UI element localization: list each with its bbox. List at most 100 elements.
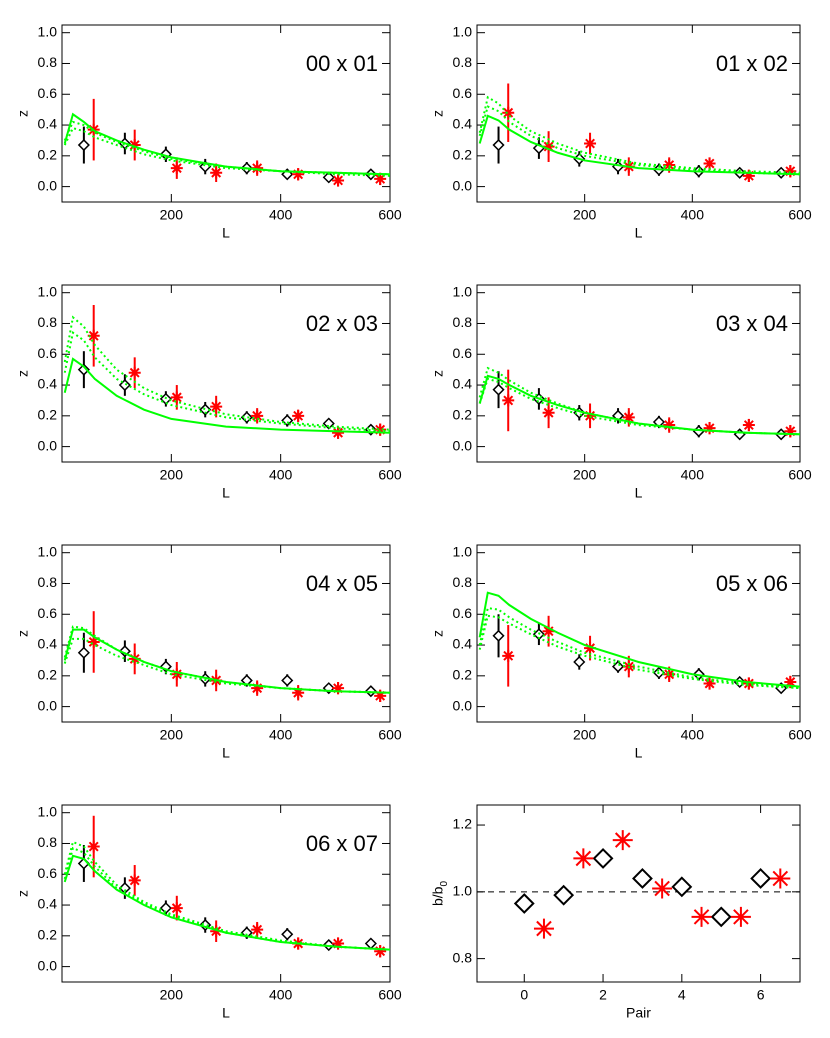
- asterisk-marker: [170, 162, 183, 175]
- diamond-marker: [611, 660, 625, 673]
- y-tick-label: 0.6: [38, 345, 58, 361]
- y-tick-label: 0.2: [38, 147, 58, 163]
- model-line: [63, 315, 391, 431]
- asterisk-marker: [332, 174, 345, 187]
- asterisk-marker: [128, 366, 141, 379]
- plot-frame: [61, 284, 391, 463]
- asterisk-marker: [87, 635, 100, 648]
- x-axis-label: L: [222, 485, 230, 501]
- model-line: [63, 628, 391, 694]
- asterisk-marker: [784, 165, 797, 178]
- model-line: [478, 591, 801, 688]
- x-axis-label: L: [222, 745, 230, 761]
- y-tick-label: 0.2: [38, 407, 58, 423]
- y-tick-label: 0.8: [453, 54, 473, 70]
- model-line: [478, 377, 801, 436]
- x-axis-label: L: [635, 745, 643, 761]
- x-tick-label: 600: [788, 467, 812, 483]
- panel-title: 04 x 05: [306, 571, 378, 596]
- x-tick-label: 200: [160, 207, 184, 223]
- asterisk-marker: [210, 400, 223, 413]
- x-tick-label: 400: [269, 467, 293, 483]
- model-line: [478, 606, 801, 690]
- asterisk-marker: [374, 172, 387, 185]
- y-tick-label: 1.0: [38, 283, 58, 299]
- y-tick-label: 0.6: [38, 605, 58, 621]
- asterisk-marker: [663, 159, 676, 172]
- diamond-marker: [159, 902, 172, 915]
- asterisk-marker: [210, 925, 223, 938]
- asterisk-marker: [742, 169, 755, 182]
- plot-frame: [476, 284, 801, 463]
- x-axis-label: L: [635, 225, 643, 241]
- panel: 200 400 600 0.0 0.2 0.4 0.6 0.8 1.0 Lz 01 x 02: [430, 23, 812, 240]
- diamond-marker: [199, 403, 212, 416]
- asterisk-marker: [251, 162, 264, 175]
- y-tick-label: 0.8: [453, 314, 473, 330]
- y-axis-label: z: [430, 630, 446, 637]
- y-tick-label: 0.2: [453, 407, 473, 423]
- asterisk-marker: [374, 689, 387, 702]
- y-tick-label: 0.6: [38, 865, 58, 881]
- y-tick-label: 0.8: [38, 314, 58, 330]
- asterisk-marker: [742, 419, 755, 432]
- x-tick-label: 400: [269, 987, 293, 1003]
- asterisk-marker: [251, 923, 264, 936]
- diamond-marker: [240, 674, 253, 687]
- x-tick-label: 2: [599, 987, 607, 1003]
- y-tick-label: 1.0: [453, 23, 473, 39]
- asterisk-marker: [128, 874, 141, 887]
- x-tick-label: 200: [160, 467, 184, 483]
- y-tick-label: 0.8: [453, 574, 473, 590]
- y-tick-label: 1.0: [38, 803, 58, 819]
- x-tick-label: 4: [678, 987, 686, 1003]
- x-tick-label: 200: [573, 727, 597, 743]
- asterisk-marker: [332, 937, 345, 950]
- diamond-marker: [281, 928, 294, 941]
- asterisk-marker: [374, 945, 387, 958]
- x-axis-label: L: [222, 1005, 230, 1021]
- asterisk-marker: [542, 625, 555, 638]
- plot-frame: [476, 24, 801, 203]
- asterisk-marker: [663, 419, 676, 432]
- diamond-marker: [77, 138, 90, 152]
- panel-title: 00 x 01: [306, 51, 378, 76]
- panel: 200 400 600 0.0 0.2 0.4 0.6 0.8 1.0 Lz 00 x 01: [15, 23, 402, 240]
- y-tick-label: 0.2: [38, 667, 58, 683]
- y-axis-label: z: [15, 110, 31, 117]
- y-axis-label-subscript: 0: [439, 881, 450, 887]
- x-tick-label: 600: [378, 207, 402, 223]
- y-tick-label: 1.0: [453, 283, 473, 299]
- asterisk-marker: [784, 425, 797, 438]
- asterisk-marker: [170, 902, 183, 915]
- plot-frame: [476, 544, 801, 723]
- y-tick-label: 0.6: [38, 85, 58, 101]
- asterisk-marker: [128, 139, 141, 152]
- panel-title: 06 x 07: [306, 831, 378, 856]
- panel: 200 400 600 0.0 0.2 0.4 0.6 0.8 1.0 Lz 06 x 07: [15, 803, 402, 1020]
- y-tick-label: 0.0: [38, 697, 58, 713]
- model-line: [478, 114, 801, 176]
- y-tick-label: 0.4: [453, 636, 473, 652]
- y-tick-label: 0.4: [38, 636, 58, 652]
- x-axis-label: L: [222, 225, 230, 241]
- asterisk-marker: [742, 677, 755, 690]
- asterisk-marker: [533, 918, 554, 939]
- x-tick-label: 400: [681, 727, 705, 743]
- model-line: [63, 840, 391, 951]
- x-tick-label: 600: [788, 727, 812, 743]
- asterisk-marker: [87, 329, 100, 342]
- panel: 0 2 4 6 0.8 1.0 1.2 Pair b/b0: [430, 804, 801, 1021]
- model-line: [63, 846, 391, 951]
- diamond-marker: [710, 906, 732, 928]
- y-tick-label: 0.0: [453, 437, 473, 453]
- y-tick-label: 1.0: [453, 543, 473, 559]
- panel-title: 05 x 06: [716, 571, 788, 596]
- panel: 200 400 600 0.0 0.2 0.4 0.6 0.8 1.0 Lz 04 x 05: [15, 543, 402, 760]
- y-tick-label: 0.0: [453, 697, 473, 713]
- panel-title: 03 x 04: [716, 311, 788, 336]
- diamond-marker: [733, 428, 746, 441]
- asterisk-marker: [691, 906, 712, 927]
- y-axis-label: z: [15, 370, 31, 377]
- x-tick-label: 200: [573, 207, 597, 223]
